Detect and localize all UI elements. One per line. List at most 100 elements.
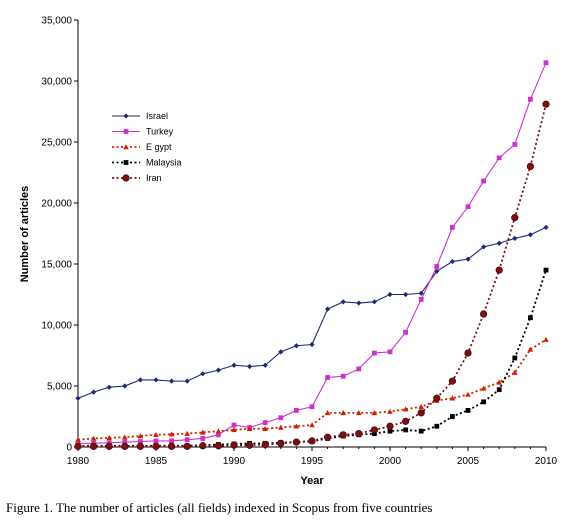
data-point [543,60,549,66]
data-point [231,362,237,368]
data-point [106,440,112,446]
data-point [262,420,268,425]
data-point [89,442,98,450]
data-point [512,355,518,361]
data-point [262,362,268,368]
data-point [308,437,316,445]
y-tick-label: 10,000 [41,321,72,332]
legend-label: Malaysia [146,158,182,168]
data-point [448,377,457,385]
legend-marker [123,144,129,150]
data-point [168,431,175,437]
data-point [340,410,346,416]
data-point [418,290,424,296]
data-point [480,385,487,391]
data-point [418,428,424,434]
data-point [512,235,518,241]
data-point [293,343,299,349]
data-point [340,299,346,305]
data-point [542,100,550,108]
data-point [403,427,408,433]
data-point [152,442,160,450]
data-point [261,440,269,449]
legend-label: Turkey [146,127,174,137]
data-point [153,377,159,383]
data-point [122,434,128,440]
data-point [402,406,409,412]
data-point [465,256,471,262]
series-israel [75,224,549,401]
data-point [90,435,97,441]
data-point [543,267,549,273]
data-point [526,162,535,170]
data-point [214,442,222,450]
data-point [168,442,176,450]
data-point [543,224,549,230]
data-point [403,291,409,298]
data-point [106,435,112,441]
data-point [434,264,440,269]
data-point [325,375,330,380]
data-point [480,310,488,318]
data-point [169,438,174,444]
x-tick-label: 1995 [301,456,324,467]
data-point [278,424,284,430]
data-point [481,244,487,250]
data-point [495,266,503,274]
data-point [231,422,237,428]
legend-label: Israel [146,111,168,121]
y-tick-label: 25,000 [41,138,72,149]
data-point [527,346,534,352]
data-point [278,415,284,421]
y-tick-label: 0 [66,443,72,454]
data-point [325,306,331,312]
data-point [339,431,347,439]
data-point [294,408,299,413]
legend-marker [123,113,129,119]
figure-caption: Figure 1. The number of articles (all fi… [6,500,433,515]
x-tick-label: 1980 [67,456,90,467]
data-point [449,395,456,401]
y-ticks: 0 5,000 10,000 15,000 20,000 25,000 30,000 35,0… [41,16,78,454]
data-point [215,367,221,373]
data-point [74,442,82,450]
data-point [450,414,455,419]
data-point [355,429,363,438]
data-point [465,391,471,397]
data-point [356,300,362,306]
series-e-gypt [75,336,549,442]
data-point [75,395,81,401]
series-line [78,103,547,448]
data-point [386,422,394,430]
data-point [262,425,268,431]
data-point [417,409,425,417]
data-point [528,96,533,102]
x-tick-label: 1990 [223,456,246,467]
data-point [370,426,379,434]
data-point [200,429,206,435]
x-axis-title: Year [300,475,324,487]
data-point [449,258,455,265]
x-tick-label: 2010 [535,456,558,467]
data-point [169,378,175,384]
data-point [434,423,440,429]
data-point [309,341,315,348]
y-tick-label: 15,000 [41,260,72,271]
data-point [402,417,410,425]
data-point [136,442,144,450]
data-point [496,379,502,385]
data-point [138,439,143,444]
data-point [512,369,518,375]
data-point [184,378,190,384]
data-point [481,178,486,184]
data-point [372,350,377,356]
series-line [78,269,547,447]
data-point [247,363,253,370]
data-point [309,422,315,428]
data-point [481,399,486,405]
y-tick-label: 35,000 [41,16,72,27]
data-point [465,204,471,210]
data-point [387,291,393,298]
data-point [418,403,424,409]
